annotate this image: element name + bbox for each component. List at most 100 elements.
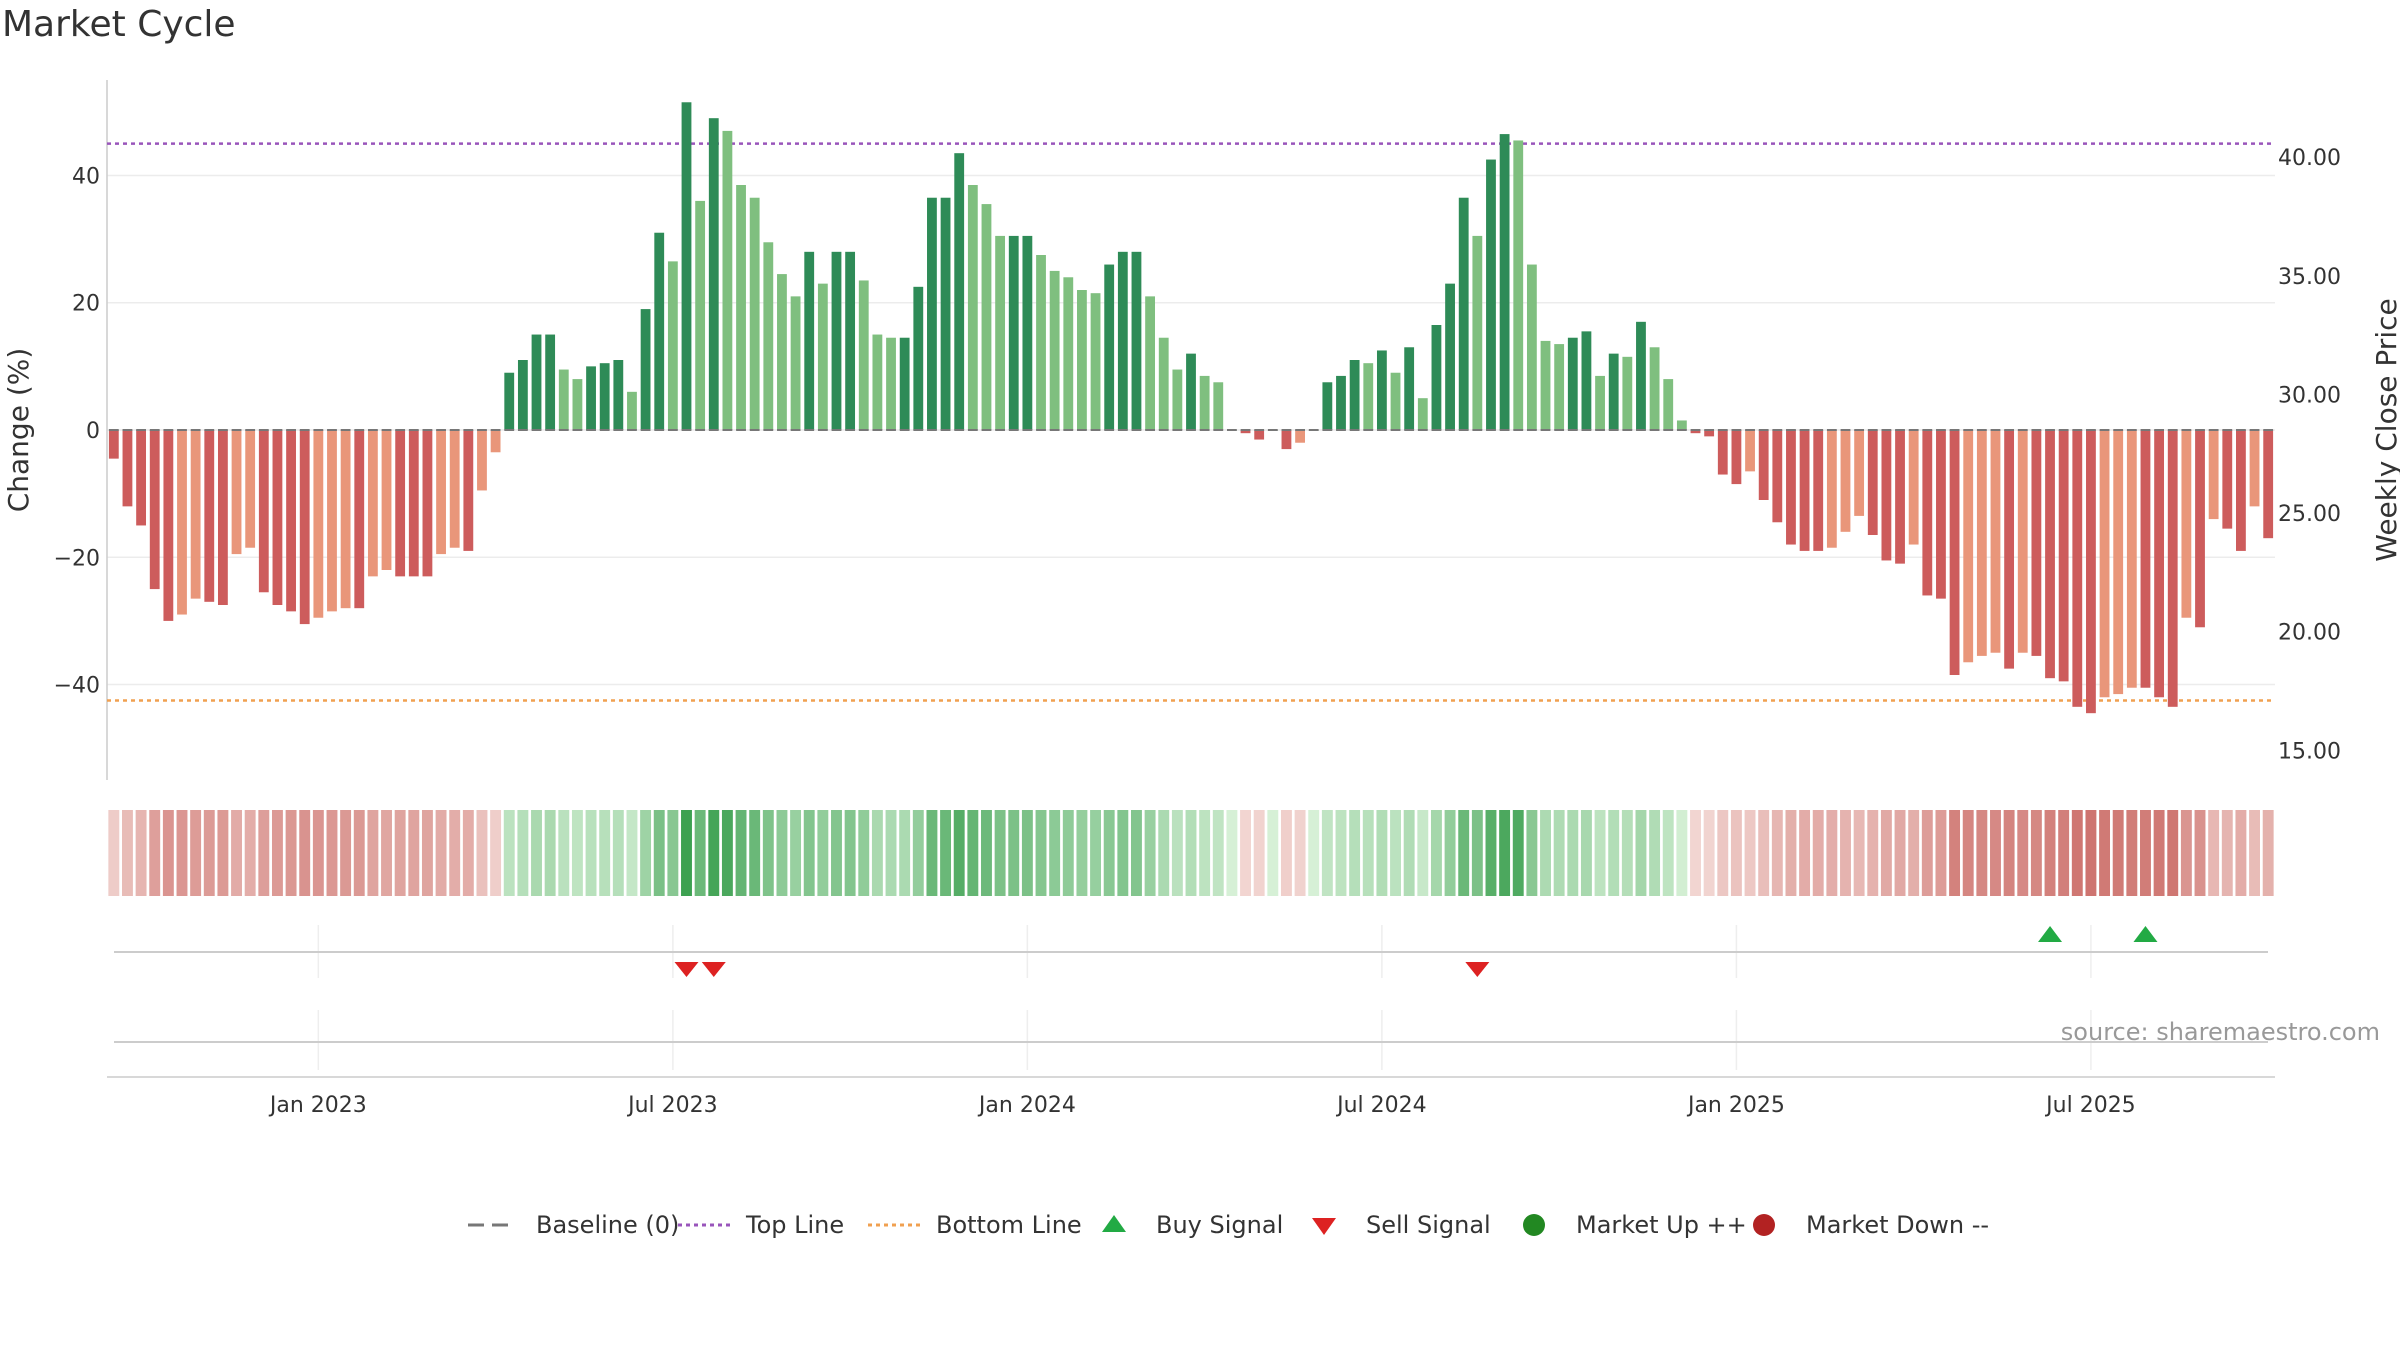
bar — [1131, 251, 1142, 430]
heat-cell — [121, 810, 133, 896]
bar — [1104, 264, 1115, 430]
heat-cell — [1158, 810, 1170, 896]
heat-cell — [708, 810, 720, 896]
legend-label: Sell Signal — [1366, 1211, 1491, 1239]
heat-cell — [1362, 810, 1374, 896]
heat-cell — [1430, 810, 1442, 896]
heat-cell — [1676, 810, 1688, 896]
y-tick-label: 0 — [86, 419, 100, 444]
bar — [613, 360, 624, 430]
heat-cell — [1403, 810, 1415, 896]
heat-cell — [490, 810, 502, 896]
bar — [1936, 430, 1946, 599]
sell-signal-marker — [701, 962, 726, 977]
heat-cell — [1308, 810, 1320, 896]
heat-cell — [926, 810, 938, 896]
bar — [586, 366, 596, 430]
heat-cell — [2030, 810, 2042, 896]
bar — [136, 430, 146, 526]
heat-cell — [1771, 810, 1783, 896]
heat-cell — [940, 810, 952, 896]
heat-cell — [271, 810, 283, 896]
heat-cell — [2194, 810, 2206, 896]
bar — [899, 337, 910, 430]
bar — [286, 430, 296, 612]
bar — [504, 372, 515, 430]
heat-cell — [571, 810, 583, 896]
heat-cell — [421, 810, 433, 896]
legend-item-buy[interactable]: Buy Signal — [1102, 1211, 1283, 1239]
y-tick-label: −40 — [54, 674, 100, 699]
bar — [627, 391, 637, 430]
legend-swatch — [1523, 1214, 1545, 1236]
bar — [517, 360, 528, 430]
legend-swatch — [1312, 1218, 1336, 1235]
bar — [1336, 375, 1346, 430]
bar — [163, 430, 174, 621]
bar — [1608, 353, 1619, 430]
legend-item-top[interactable]: Top Line — [678, 1211, 844, 1239]
sell-signal-marker — [1465, 962, 1490, 977]
bar — [1281, 430, 1292, 450]
bar — [1690, 430, 1701, 434]
heat-cell — [1608, 810, 1620, 896]
heat-cell — [735, 810, 747, 896]
legend-item-up[interactable]: Market Up ++ — [1523, 1211, 1747, 1239]
heat-cell — [190, 810, 202, 896]
heat-cell — [1540, 810, 1551, 896]
heat-cell — [1376, 810, 1388, 896]
bar — [381, 430, 392, 570]
legend-item-down[interactable]: Market Down -- — [1753, 1211, 1989, 1239]
heat-cell — [1812, 810, 1824, 896]
bar — [1636, 321, 1646, 430]
heat-cell — [1417, 810, 1429, 896]
bar — [1704, 430, 1715, 437]
bar — [2004, 430, 2015, 669]
legend[interactable]: Baseline (0) Top Line Bottom Line Buy Signa… — [468, 1211, 1989, 1239]
bar — [1622, 356, 1633, 430]
bar — [2099, 430, 2110, 698]
bar — [681, 102, 692, 430]
heat-cell — [953, 810, 965, 896]
bar — [1581, 331, 1592, 430]
heat-cell — [258, 810, 270, 896]
heat-cell — [353, 810, 365, 896]
heat-cell — [1826, 810, 1838, 896]
bar — [1036, 255, 1046, 430]
bar — [2113, 430, 2124, 695]
bar — [313, 430, 324, 618]
y-axis-left-ticks: 40 20 0 −20 −40 — [54, 164, 100, 698]
heat-cell — [1840, 810, 1851, 896]
bar — [1349, 360, 1360, 430]
heat-cell — [326, 810, 338, 896]
heat-cell — [203, 810, 215, 896]
bar — [477, 430, 487, 491]
bar — [640, 309, 651, 430]
bar — [736, 185, 746, 430]
heat-cell — [1444, 810, 1456, 896]
heat-cell — [244, 810, 256, 896]
heat-cell — [1062, 810, 1074, 896]
bar — [2031, 430, 2042, 656]
legend-item-sell[interactable]: Sell Signal — [1312, 1211, 1491, 1239]
heat-cell — [1526, 810, 1538, 896]
legend-item-bottom[interactable]: Bottom Line — [868, 1211, 1082, 1239]
bar — [1540, 340, 1551, 430]
heat-cell — [912, 810, 924, 896]
heat-cell — [776, 810, 788, 896]
heat-cell — [694, 810, 706, 896]
heat-cell — [1280, 810, 1292, 896]
bar — [2263, 430, 2274, 539]
x-tick-label: Jan 2023 — [268, 1093, 367, 1118]
bar — [408, 430, 419, 577]
heat-cell — [149, 810, 161, 896]
heat-cell — [1076, 810, 1088, 896]
bar — [1458, 197, 1469, 430]
legend-item-baseline[interactable]: Baseline (0) — [468, 1211, 679, 1239]
bar — [1077, 290, 1087, 430]
bar — [831, 251, 842, 430]
heat-cell — [176, 810, 188, 896]
heat-cell — [1867, 810, 1879, 896]
bar — [2181, 430, 2192, 618]
bar — [1363, 363, 1374, 430]
